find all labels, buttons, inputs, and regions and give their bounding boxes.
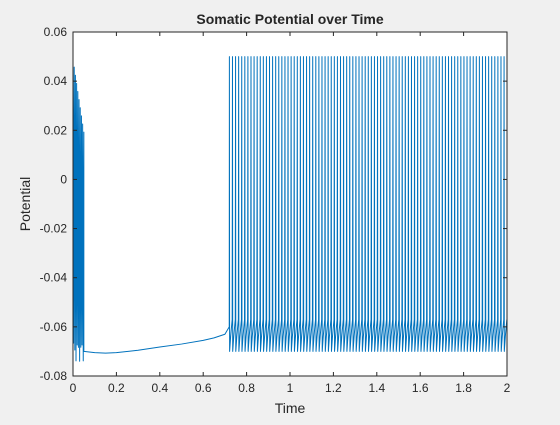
x-tick-label: 0.4	[151, 381, 168, 395]
y-tick-label: -0.08	[40, 369, 68, 383]
x-tick-label: 2	[504, 381, 511, 395]
x-tick-label: 1.6	[412, 381, 429, 395]
x-tick-label: 1.2	[325, 381, 342, 395]
y-tick-label: -0.02	[40, 222, 68, 236]
x-tick-label: 1.4	[368, 381, 385, 395]
x-tick-label: 1.8	[455, 381, 472, 395]
x-tick-label: 0	[70, 381, 77, 395]
chart-title: Somatic Potential over Time	[196, 11, 383, 27]
plot-layer	[72, 56, 508, 362]
x-tick-label: 0.8	[238, 381, 255, 395]
axes-box	[72, 31, 508, 377]
x-tick-label: 0.6	[195, 381, 212, 395]
x-tick-label: 1	[287, 381, 294, 395]
y-tick-label: 0	[60, 172, 67, 186]
y-axis-label: Potential	[17, 177, 33, 231]
x-tick-label: 0.2	[108, 381, 125, 395]
ticks-layer: 0 0.2 0.4 0.6 0.8 1 1.2 1.4 1.6 1.8 2 0.06 0.04 0.02 0…	[40, 25, 511, 395]
y-tick-label: 0.04	[44, 74, 68, 88]
y-tick-label: 0.06	[44, 25, 68, 39]
y-tick-label: -0.04	[40, 271, 68, 285]
y-tick-label: -0.06	[40, 320, 68, 334]
axes-background	[73, 32, 507, 376]
y-tick-label: 0.02	[44, 123, 68, 137]
somatic-potential-series-line	[72, 56, 508, 362]
x-axis-label: Time	[275, 400, 306, 416]
